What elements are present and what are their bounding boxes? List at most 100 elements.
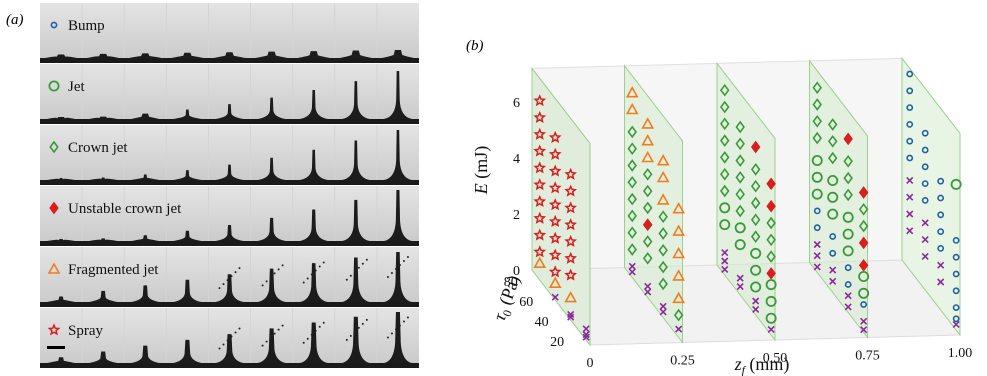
jet-frame: [215, 274, 244, 302]
data-point: [813, 252, 821, 260]
data-point: [813, 224, 821, 232]
x-tick-label: 0: [587, 356, 594, 371]
data-point: [641, 117, 655, 129]
data-point: [582, 325, 590, 333]
data-point: [735, 137, 745, 151]
jet-frame: [381, 50, 414, 58]
data-point: [548, 276, 562, 289]
spray-droplet: [390, 332, 393, 335]
data-point: [921, 129, 929, 137]
data-point: [735, 204, 745, 218]
panel-a-photo-strip: Bump Jet Crown jet Unstable crown jet Fragme…: [40, 3, 419, 368]
data-point: [719, 100, 730, 114]
data-point: [750, 230, 761, 243]
spray-droplet: [314, 329, 317, 332]
data-point: [750, 179, 761, 193]
jet-frame: [341, 140, 370, 180]
jet-frame: [89, 351, 118, 363]
spray-droplet: [365, 258, 368, 261]
jet-frame: [257, 97, 286, 119]
data-point: [827, 118, 838, 131]
data-point: [937, 261, 945, 269]
data-point: [548, 130, 562, 144]
y-tick-label: 80: [504, 275, 518, 290]
y-tick-label: 40: [535, 315, 549, 330]
data-point: [564, 251, 578, 264]
data-point: [829, 249, 837, 257]
spray-droplet: [345, 338, 348, 341]
spray-droplet: [322, 321, 325, 324]
data-point: [906, 154, 914, 162]
panel-a-label: (a): [6, 12, 24, 28]
data-point: [564, 290, 578, 303]
jet-frame: [299, 322, 328, 363]
data-point: [628, 268, 636, 276]
spray-droplet: [269, 276, 272, 279]
spray-droplet: [238, 267, 241, 270]
legend-label: Crown jet: [68, 140, 128, 156]
data-point: [672, 202, 685, 214]
spray-droplet: [386, 276, 389, 278]
x-tick-label: 0.75: [855, 349, 880, 364]
data-point: [906, 210, 914, 218]
data-point: [564, 268, 578, 281]
data-point: [641, 134, 655, 146]
data-point: [735, 171, 745, 184]
data-point: [844, 281, 852, 288]
spray-droplet: [222, 343, 225, 346]
data-point: [752, 297, 760, 305]
data-point: [827, 174, 839, 186]
data-point: [548, 231, 562, 244]
spray-droplet: [306, 337, 309, 340]
jet-frame: [255, 51, 288, 58]
data-point: [659, 308, 667, 316]
spray-droplet: [234, 271, 237, 274]
spray-droplet: [218, 347, 221, 350]
spray-droplet: [281, 324, 284, 327]
data-point: [533, 178, 547, 191]
zf-plane: [624, 64, 683, 344]
data-point: [673, 308, 684, 322]
data-point: [672, 269, 685, 281]
jet-frame: [131, 285, 160, 302]
data-point: [752, 305, 760, 313]
data-point: [656, 170, 670, 183]
data-point: [937, 278, 945, 286]
data-point: [937, 177, 945, 185]
data-point: [843, 188, 853, 202]
jet-frame: [383, 130, 412, 180]
jet-frame: [341, 316, 370, 363]
data-point: [750, 264, 762, 276]
jet-frame: [47, 239, 76, 241]
data-point: [812, 81, 822, 95]
data-point: [906, 70, 914, 78]
jet-frame: [383, 190, 412, 241]
jet-frame: [173, 170, 202, 180]
jet-frame: [89, 238, 118, 241]
data-point: [937, 244, 945, 252]
data-point: [582, 330, 590, 338]
data-point: [564, 234, 578, 248]
scale-bar: [47, 346, 65, 349]
data-point: [858, 219, 869, 233]
data-point: [719, 184, 730, 198]
data-point: [843, 132, 853, 146]
spray-droplet: [386, 336, 389, 339]
data-point: [906, 193, 914, 201]
jet-frame: [257, 157, 286, 180]
spray-droplet: [269, 336, 272, 339]
spray-droplet: [398, 264, 401, 266]
data-point: [812, 131, 822, 145]
jet-frame: [171, 52, 204, 58]
legend-marker-icon: [47, 262, 61, 274]
z-tick-label: 4: [513, 152, 520, 167]
spray-droplet: [261, 284, 264, 287]
spray-droplet: [265, 340, 268, 343]
spray-droplet: [273, 272, 276, 275]
spray-droplet: [265, 280, 268, 283]
data-point: [658, 227, 668, 240]
data-point: [860, 301, 868, 308]
legend-label: Jet: [68, 79, 85, 95]
